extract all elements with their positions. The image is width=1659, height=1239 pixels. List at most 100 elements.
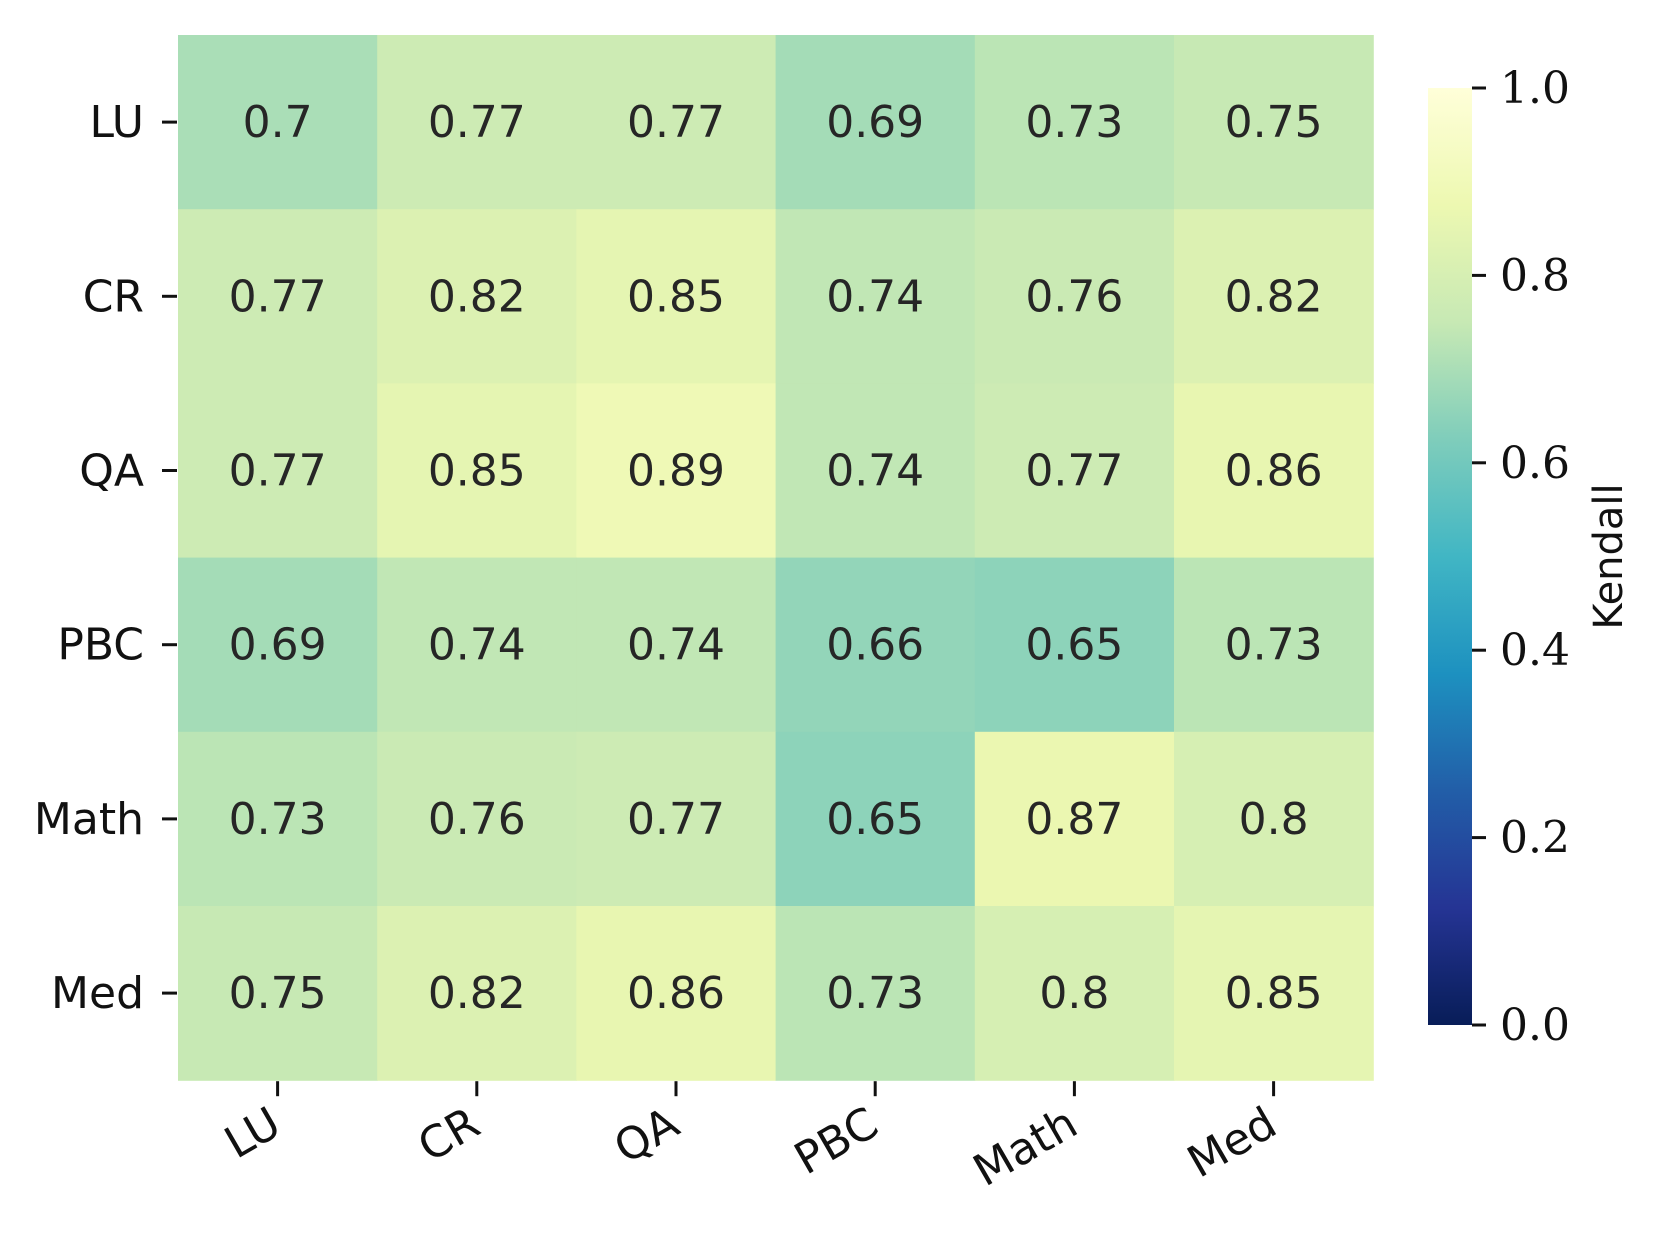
heatmap-cell-med-cr [377,906,577,1081]
cell-value-label: 0.85 [428,446,526,497]
heatmap-cell-med-med [1174,906,1374,1081]
row-tick-label-math: Math [34,794,144,845]
heatmap-cell-lu-math [974,35,1175,210]
cell-value-label: 0.76 [428,794,526,845]
cell-value-label: 0.76 [1025,271,1123,322]
heatmap-cell-math-cr [377,731,577,907]
cell-value-label: 0.82 [428,968,526,1019]
heatmap-cell-pbc-lu [178,557,378,733]
cell-value-label: 0.77 [627,794,725,845]
heatmap-cell-pbc-math [974,557,1175,733]
cell-value-label: 0.73 [229,794,327,845]
cell-value-label: 0.73 [826,968,924,1019]
cell-value-label: 0.77 [627,97,725,148]
column-tick-label-med: Med [1179,1098,1285,1189]
heatmap-cell-math-qa [576,731,777,907]
row-tick-label-lu: LU [89,97,144,148]
colorbar: 0.0 0.2 0.4 0.6 0.8 1.0 Kendall [1428,63,1632,1051]
heatmap-cell-pbc-cr [377,557,577,733]
cell-value-label: 0.69 [229,620,327,671]
column-axis: LU CR QA PBC Math Med [216,1081,1285,1197]
heatmap-cell-lu-cr [377,35,577,210]
colorbar-label: Kendall [1586,483,1632,629]
cell-value-label: 0.8 [1239,794,1309,845]
colorbar-tick-label: 0.0 [1500,1000,1570,1051]
row-axis: LU CR QA PBC Math Med [34,97,177,1019]
colorbar-gradient [1428,88,1472,1025]
cell-value-label: 0.74 [826,446,924,497]
heatmap-cell-med-lu [178,906,378,1081]
heatmap-cell-med-pbc [775,906,976,1081]
cell-value-label: 0.7 [243,97,313,148]
cell-value-label: 0.74 [428,620,526,671]
heatmap-cell-qa-med [1174,383,1374,559]
cell-value-label: 0.69 [826,97,924,148]
cell-value-label: 0.65 [1025,620,1123,671]
cell-value-label: 0.74 [826,271,924,322]
heatmap-cell-lu-lu [178,35,378,210]
cell-value-label: 0.73 [1025,97,1123,148]
cell-value-label: 0.8 [1039,968,1109,1019]
cell-value-label: 0.77 [229,271,327,322]
colorbar-tick-label: 0.4 [1500,625,1570,676]
column-tick-label-qa: QA [606,1098,688,1175]
row-tick-label-cr: CR [83,271,144,322]
cell-value-label: 0.86 [627,968,725,1019]
cell-value-label: 0.73 [1225,620,1323,671]
heatmap-cell-med-qa [576,906,777,1081]
column-tick-label-cr: CR [410,1098,489,1173]
heatmap-cell-lu-qa [576,35,777,210]
cell-value-label: 0.82 [428,271,526,322]
heatmap-cell-cr-math [974,209,1175,384]
colorbar-tick-label: 0.8 [1500,250,1570,301]
cell-value-label: 0.77 [1025,446,1123,497]
cell-value-label: 0.75 [1225,97,1323,148]
heatmap-cell-math-med [1174,731,1374,907]
heatmap-cell-math-lu [178,731,378,907]
heatmap-cells [178,35,1374,1081]
colorbar-tick-label: 0.2 [1500,813,1570,864]
column-tick-label-pbc: PBC [786,1098,887,1186]
colorbar-tick-label: 1.0 [1500,63,1570,114]
heatmap-cell-qa-lu [178,383,378,559]
row-tick-label-qa: QA [79,446,144,497]
cell-value-label: 0.77 [428,97,526,148]
cell-value-label: 0.75 [229,968,327,1019]
row-tick-label-pbc: PBC [57,620,144,671]
colorbar-ticks: 0.0 0.2 0.4 0.6 0.8 1.0 [1472,63,1570,1051]
heatmap-cell-qa-pbc [775,383,976,559]
heatmap-cell-med-math [974,906,1175,1081]
heatmap-cell-cr-lu [178,209,378,384]
cell-value-label: 0.85 [1225,968,1323,1019]
heatmap-cell-lu-pbc [775,35,976,210]
heatmap-cell-cr-med [1174,209,1374,384]
column-tick-label-lu: LU [216,1098,289,1169]
heatmap-cell-pbc-med [1174,557,1374,733]
cell-value-label: 0.89 [627,446,725,497]
heatmap-cell-qa-math [974,383,1175,559]
cell-value-label: 0.66 [826,620,924,671]
heatmap-cell-math-pbc [775,731,976,907]
heatmap-cell-cr-pbc [775,209,976,384]
heatmap-cell-math-math [974,731,1175,907]
cell-value-label: 0.86 [1225,446,1323,497]
cell-value-label: 0.77 [229,446,327,497]
cell-value-label: 0.74 [627,620,725,671]
heatmap-cell-lu-med [1174,35,1374,210]
colorbar-tick-label: 0.6 [1500,438,1570,489]
column-tick-label-math: Math [965,1098,1086,1197]
heatmap-cell-cr-cr [377,209,577,384]
heatmap-cell-qa-qa [576,383,777,559]
heatmap-cell-pbc-pbc [775,557,976,733]
heatmap-cell-cr-qa [576,209,777,384]
cell-value-label: 0.87 [1025,794,1123,845]
heatmap-cell-labels: 0.7 0.77 0.77 0.69 0.73 0.75 0.77 0.82 0.85 0.74 0… [229,97,1323,1019]
heatmap-cell-pbc-qa [576,557,777,733]
heatmap-cell-qa-cr [377,383,577,559]
cell-value-label: 0.85 [627,271,725,322]
row-tick-label-med: Med [51,968,144,1019]
cell-value-label: 0.65 [826,794,924,845]
cell-value-label: 0.82 [1225,271,1323,322]
